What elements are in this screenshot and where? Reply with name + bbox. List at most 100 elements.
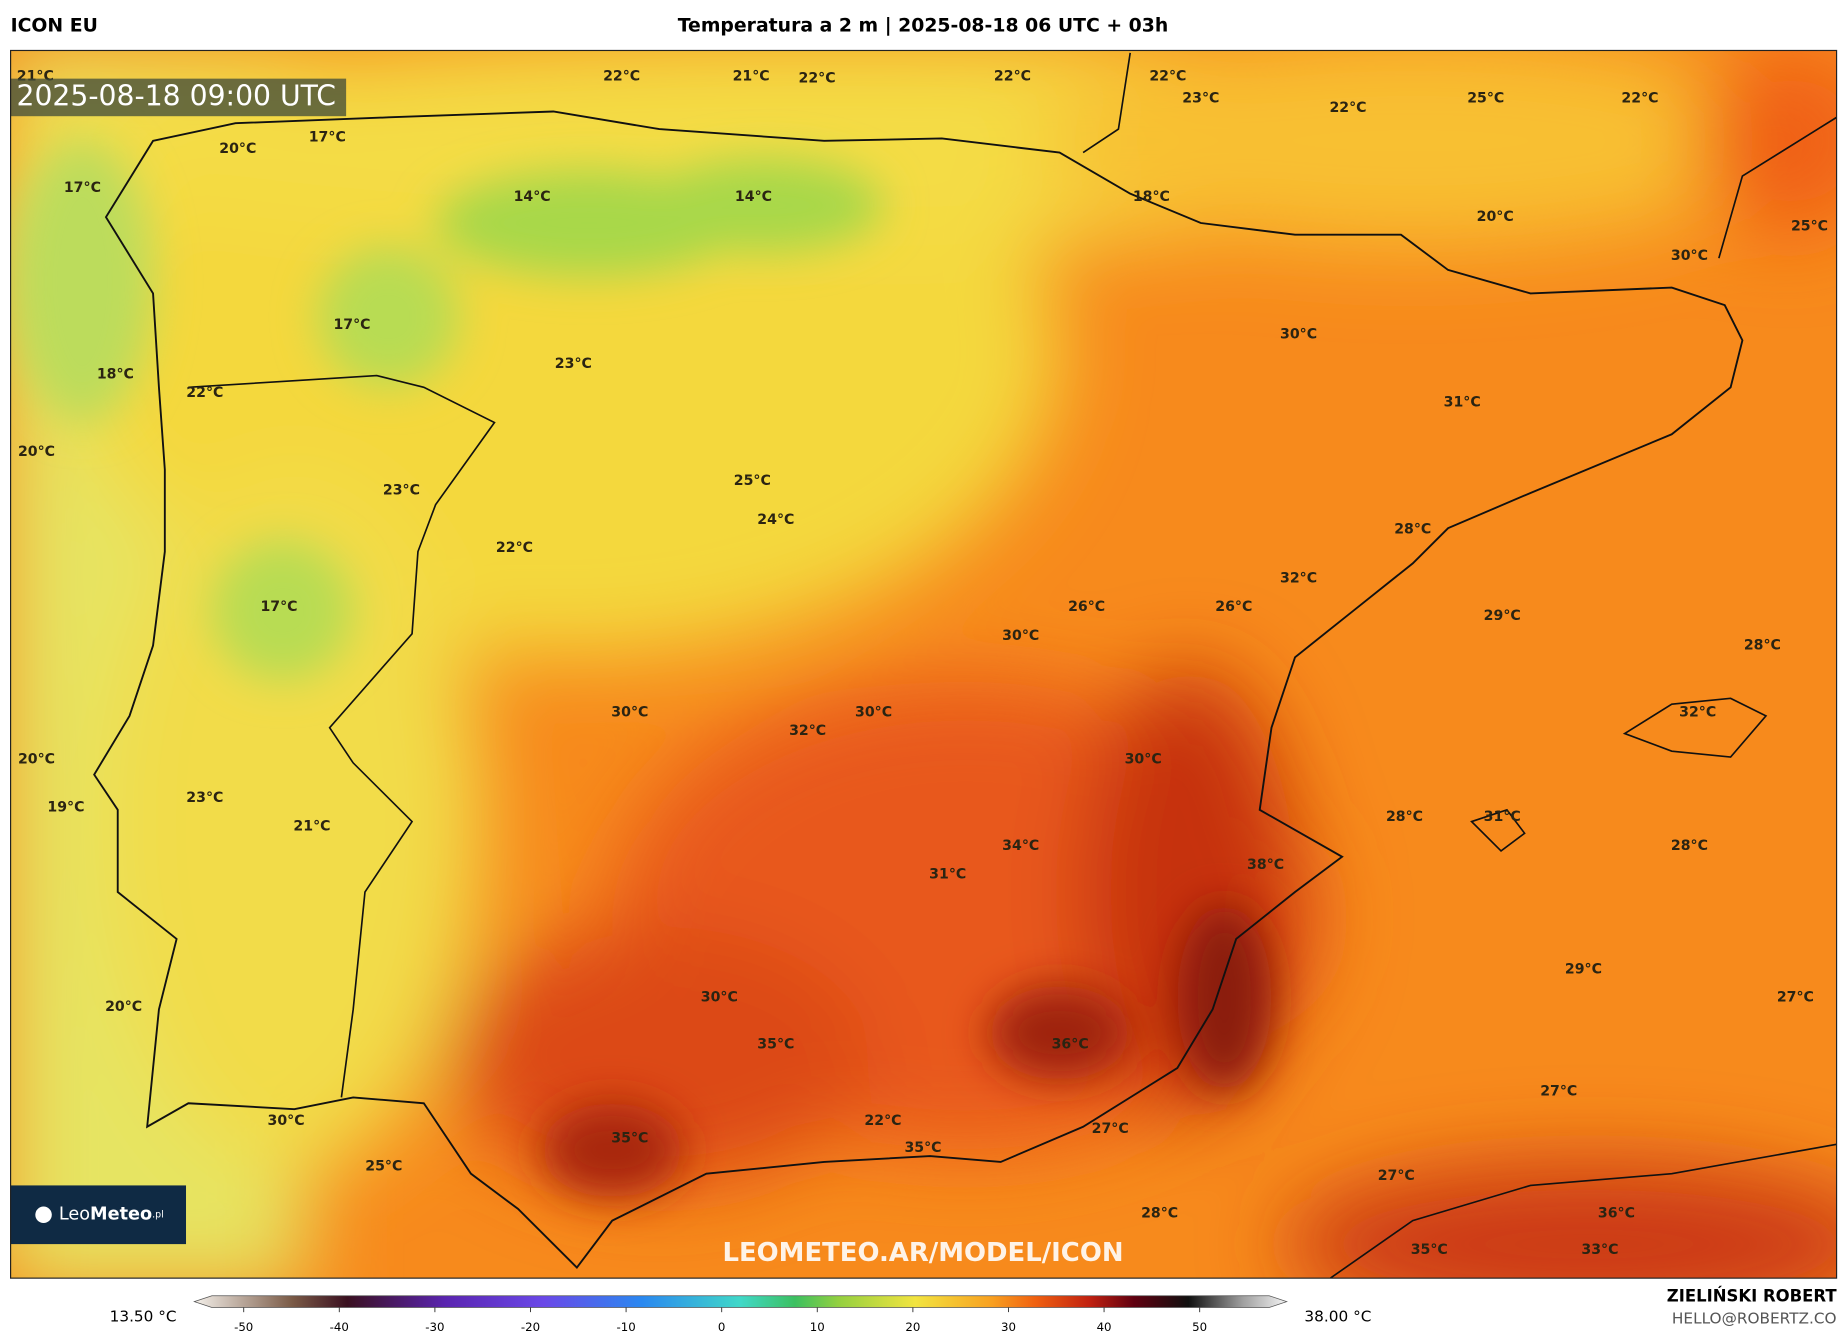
temperature-label: 28°C xyxy=(1386,809,1423,825)
temperature-label: 30°C xyxy=(1002,628,1039,644)
temperature-label: 32°C xyxy=(1679,704,1716,720)
temperature-label: 28°C xyxy=(1141,1206,1178,1222)
temperature-label: 28°C xyxy=(1671,838,1708,854)
temperature-label: 14°C xyxy=(514,189,551,205)
colorbar xyxy=(193,1295,1288,1308)
temperature-label: 27°C xyxy=(1777,990,1814,1006)
temperature-label: 20°C xyxy=(1477,209,1514,225)
temperature-label: 30°C xyxy=(611,704,648,720)
temperature-label: 20°C xyxy=(219,141,256,157)
temperature-label: 23°C xyxy=(383,483,420,499)
temperature-label: 36°C xyxy=(1052,1037,1089,1053)
logo-sun xyxy=(35,1206,52,1223)
temperature-label: 31°C xyxy=(929,866,966,882)
temperature-label: 32°C xyxy=(789,723,826,739)
colorbar-max: 38.00 °C xyxy=(1304,1307,1371,1325)
temperature-label: 21°C xyxy=(293,818,330,834)
temperature-label: 22°C xyxy=(1621,91,1658,107)
temperature-label: 23°C xyxy=(555,356,592,372)
colorbar-tick-label: 10 xyxy=(810,1320,825,1334)
temperature-label: 29°C xyxy=(1565,961,1602,977)
temperature-label: 21°C xyxy=(733,68,770,84)
colorbar-min: 13.50 °C xyxy=(110,1307,177,1325)
temperature-label: 19°C xyxy=(47,800,84,816)
temperature-label: 33°C xyxy=(1581,1242,1618,1258)
temperature-label: 30°C xyxy=(1280,327,1317,343)
temperature-label: 32°C xyxy=(1280,571,1317,587)
temperature-label: 25°C xyxy=(365,1159,402,1175)
temperature-label: 18°C xyxy=(1133,189,1170,205)
author-email: HELLO@ROBERTZ.CO xyxy=(1672,1310,1837,1328)
temperature-label: 30°C xyxy=(268,1113,305,1129)
temperature-label: 25°C xyxy=(734,473,771,489)
logo-suffix: .pl xyxy=(152,1209,164,1220)
temperature-label: 25°C xyxy=(1791,219,1828,235)
colorbar-tick-label: -30 xyxy=(425,1320,444,1334)
temperature-label: 22°C xyxy=(1329,100,1366,116)
temperature-label: 35°C xyxy=(904,1140,941,1156)
temperature-label: 17°C xyxy=(260,599,297,615)
temperature-label: 20°C xyxy=(18,444,55,460)
temperature-label: 28°C xyxy=(1394,521,1431,537)
temperature-label: 35°C xyxy=(1411,1242,1448,1258)
temperature-label: 36°C xyxy=(1598,1206,1635,1222)
map-frame xyxy=(10,49,1838,1279)
temperature-label: 22°C xyxy=(1149,68,1186,84)
temperature-label: 28°C xyxy=(1744,638,1781,654)
temperature-label: 27°C xyxy=(1540,1084,1577,1100)
temperature-label: 22°C xyxy=(186,385,223,401)
colorbar-tick-label: 30 xyxy=(1001,1320,1016,1334)
time-box xyxy=(10,78,347,117)
colorbar-tick-label: 40 xyxy=(1097,1320,1112,1334)
temperature-label: 38°C xyxy=(1247,857,1284,873)
temperature-label: 30°C xyxy=(1671,248,1708,264)
temperature-label: 17°C xyxy=(333,317,370,333)
temperature-label: 17°C xyxy=(309,129,346,145)
temperature-label: 14°C xyxy=(735,189,772,205)
border xyxy=(188,374,496,1098)
temperature-label: 30°C xyxy=(1125,751,1162,767)
temperature-label: 22°C xyxy=(799,71,836,87)
logo-bold: Meteo xyxy=(90,1205,152,1225)
model-name: ICON EU xyxy=(11,15,98,36)
colorbar-tick-label: -10 xyxy=(616,1320,635,1334)
temperature-label: 22°C xyxy=(496,540,533,556)
temperature-label: 27°C xyxy=(1092,1121,1129,1137)
colorbar-tick-label: 50 xyxy=(1192,1320,1207,1334)
temperature-labels: 21°C 22°C 21°C 22°C 22°C 22°C 23°C 22°C 25°C 22°C… xyxy=(17,68,1828,1258)
temperature-label: 26°C xyxy=(1215,599,1252,615)
temperature-label: 30°C xyxy=(855,704,892,720)
temperature-label: 34°C xyxy=(1002,838,1039,854)
temperature-label: 22°C xyxy=(994,68,1031,84)
logo: LeoMeteo.pl xyxy=(59,1205,164,1225)
logo-light: Leo xyxy=(59,1205,90,1225)
temperature-label: 27°C xyxy=(1378,1168,1415,1184)
valid-time: 2025-08-18 09:00 UTC xyxy=(16,79,336,112)
temperature-label: 31°C xyxy=(1444,395,1481,411)
colorbar-ticks: -50 -40 -30 -20 -10 0 10 20 30 40 50 xyxy=(234,1307,1207,1334)
temperature-label: 17°C xyxy=(64,180,101,196)
temperature-field: 21°C 22°C 21°C 22°C 22°C 22°C 23°C 22°C 25°C 22°C… xyxy=(10,50,1837,1279)
author-name: ZIELIŃSKI ROBERT xyxy=(1667,1286,1838,1305)
colorbar-tick-label: 20 xyxy=(905,1320,920,1334)
temperature-label: 23°C xyxy=(1182,91,1219,107)
watermark: LEOMETEO.AR/MODEL/ICON xyxy=(722,1238,1123,1268)
colorbar-tick-label: -50 xyxy=(234,1320,253,1334)
colorbar-tick-label: -20 xyxy=(521,1320,540,1334)
temperature-label: 22°C xyxy=(603,68,640,84)
temperature-label: 18°C xyxy=(97,366,134,382)
temperature-label: 30°C xyxy=(701,990,738,1006)
temperature-label: 29°C xyxy=(1484,608,1521,624)
colorbar-tick-label: 0 xyxy=(718,1320,725,1334)
temperature-label: 31°C xyxy=(1484,809,1521,825)
temperature-label: 35°C xyxy=(757,1037,794,1053)
temperature-label: 35°C xyxy=(611,1130,648,1146)
temperature-label: 23°C xyxy=(186,790,223,806)
temperature-label: 20°C xyxy=(18,751,55,767)
coastline xyxy=(1329,697,1837,1279)
temperature-label: 24°C xyxy=(757,512,794,528)
map-title: Temperatura a 2 m | 2025-08-18 06 UTC + … xyxy=(678,15,1169,36)
